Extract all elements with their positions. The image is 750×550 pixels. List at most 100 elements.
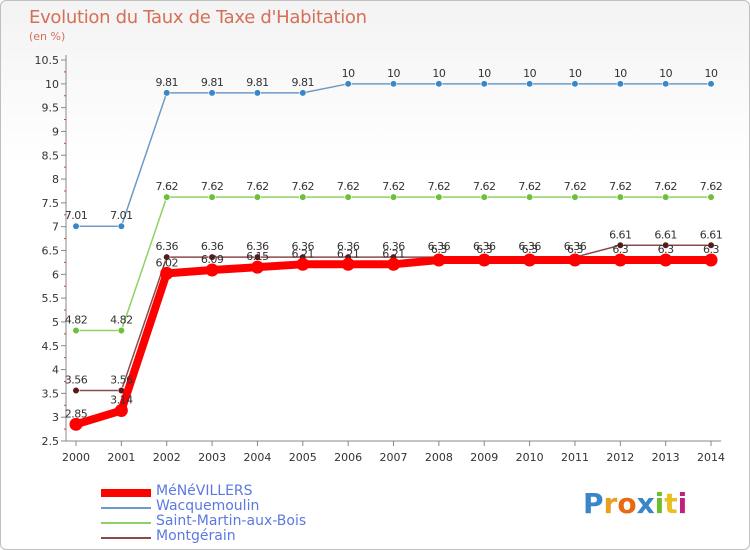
data-label: 10 [614, 67, 627, 80]
legend-item: Montgérain [101, 528, 361, 545]
data-point [163, 253, 171, 261]
x-tick-label: 2002 [153, 451, 181, 464]
y-tick-label: 9 [52, 125, 59, 138]
data-point [72, 386, 80, 395]
chart-title: Evolution du Taux de Taxe d'Habitation [29, 7, 367, 28]
data-point [525, 80, 534, 88]
data-point [704, 253, 718, 267]
data-point [616, 241, 624, 249]
data-label: 10 [342, 67, 355, 80]
chart-legend: MéNéVILLERS Wacquemoulin Saint-Martin-au… [101, 484, 361, 545]
data-label: 3.14 [110, 394, 133, 407]
series-line [76, 83, 712, 227]
logo-letter: P [583, 487, 604, 520]
y-tick-label: 4 [52, 364, 59, 377]
data-label: 6.36 [564, 240, 587, 253]
data-label: 6.3 [703, 243, 719, 256]
data-point [253, 253, 262, 261]
data-label: 6.3 [522, 243, 538, 256]
data-point [571, 80, 579, 88]
data-point [432, 253, 446, 267]
data-label: 7.62 [201, 180, 224, 193]
x-tick-label: 2014 [697, 451, 725, 464]
data-point [72, 222, 80, 230]
logo-letter: i [654, 487, 665, 520]
y-tick-label: 10 [45, 78, 59, 91]
data-label: 7.62 [564, 180, 587, 193]
y-tick-label: 2.5 [42, 435, 60, 448]
data-label: 7.62 [428, 180, 451, 193]
data-label: 7.01 [110, 209, 133, 222]
data-point [389, 80, 398, 88]
data-label: 6.3 [658, 243, 674, 256]
data-label: 4.82 [65, 314, 88, 327]
data-point [435, 80, 443, 88]
data-label: 9.81 [246, 76, 269, 89]
y-tick-label: 6 [52, 268, 59, 281]
data-label: 6.61 [609, 228, 632, 241]
data-label: 6.3 [431, 243, 447, 256]
legend-item: Wacquemoulin [101, 499, 361, 515]
y-tick-label: 9.5 [42, 102, 60, 115]
x-tick-label: 2007 [380, 451, 408, 464]
data-label: 6.36 [155, 240, 178, 253]
logo-letter: i [677, 487, 688, 520]
data-label: 6.61 [700, 228, 723, 241]
legend-swatch [101, 522, 151, 524]
data-point [344, 193, 352, 201]
proxiti-logo: Proxiti [583, 487, 687, 520]
data-label: 6.21 [382, 247, 405, 260]
data-label: 7.62 [609, 180, 632, 193]
data-label: 7.62 [700, 180, 723, 193]
data-label: 6.36 [382, 240, 405, 253]
data-point [659, 253, 673, 267]
data-point [480, 193, 488, 201]
legend-swatch [101, 489, 151, 497]
data-label: 6.3 [567, 243, 583, 256]
data-label: 6.3 [612, 243, 628, 256]
legend-label: Montgérain [156, 528, 236, 544]
x-tick-label: 2003 [198, 451, 226, 464]
data-point [613, 253, 627, 267]
x-tick-label: 2004 [243, 451, 271, 464]
x-tick-label: 2006 [334, 451, 362, 464]
data-point [662, 80, 670, 88]
x-tick-label: 2000 [62, 451, 90, 464]
legend-item: Saint-Martin-aux-Bois [101, 514, 361, 530]
data-point [299, 193, 307, 201]
data-point [389, 193, 398, 201]
y-tick-label: 3 [52, 411, 59, 424]
x-tick-label: 2001 [107, 451, 135, 464]
data-point [69, 417, 83, 431]
data-label: 10 [659, 67, 672, 80]
data-point [208, 253, 216, 261]
series-line [74, 256, 712, 429]
data-label: 10 [478, 67, 491, 80]
data-label: 4.82 [110, 314, 133, 327]
legend-item: MéNéVILLERS [101, 484, 361, 500]
data-point [616, 80, 624, 88]
x-tick-label: 2005 [289, 451, 317, 464]
data-point [707, 80, 715, 88]
x-tick-label: 2010 [516, 451, 544, 464]
data-point [480, 80, 488, 88]
logo-letter: r [603, 487, 618, 520]
data-label: 6.15 [246, 250, 269, 263]
data-label: 10 [387, 67, 400, 80]
y-tick-label: 8 [52, 173, 59, 186]
data-point [707, 193, 715, 201]
data-label: 6.36 [292, 240, 315, 253]
data-label: 7.62 [654, 180, 677, 193]
data-point [435, 193, 443, 201]
data-point [299, 89, 307, 97]
logo-letter: t [664, 487, 678, 520]
data-point [117, 222, 125, 230]
x-tick-label: 2009 [470, 451, 498, 464]
data-point [523, 253, 537, 267]
data-label: 6.61 [654, 228, 677, 241]
legend-swatch [101, 507, 151, 509]
x-tick-label: 2008 [425, 451, 453, 464]
data-label: 6.09 [201, 253, 224, 266]
data-point [525, 193, 534, 201]
